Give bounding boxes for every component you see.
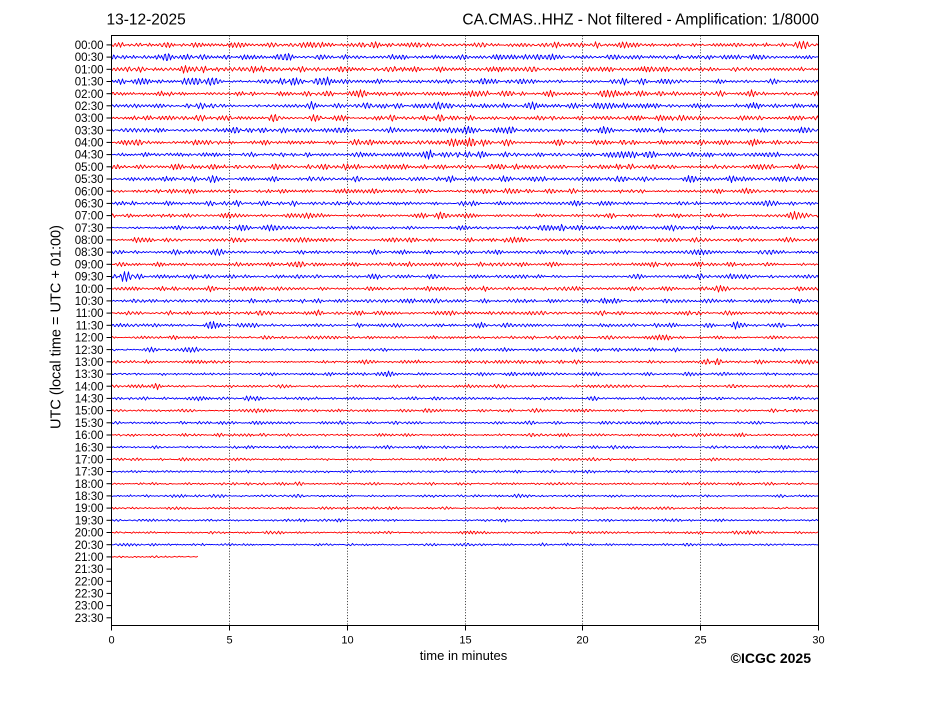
svg-text:11:30: 11:30 bbox=[76, 320, 104, 332]
svg-text:19:00: 19:00 bbox=[75, 503, 104, 515]
svg-text:04:30: 04:30 bbox=[75, 150, 104, 162]
svg-text:©ICGC 2025: ©ICGC 2025 bbox=[731, 650, 812, 666]
svg-text:08:30: 08:30 bbox=[75, 247, 104, 259]
svg-text:23:00: 23:00 bbox=[75, 601, 104, 613]
svg-text:20:30: 20:30 bbox=[75, 540, 104, 552]
svg-text:07:30: 07:30 bbox=[75, 223, 104, 235]
svg-text:11:00: 11:00 bbox=[76, 308, 104, 320]
svg-text:06:30: 06:30 bbox=[75, 199, 104, 211]
svg-text:15: 15 bbox=[459, 634, 471, 646]
svg-text:22:00: 22:00 bbox=[75, 576, 104, 588]
svg-text:0: 0 bbox=[108, 634, 114, 646]
svg-text:16:30: 16:30 bbox=[75, 442, 104, 454]
svg-text:06:00: 06:00 bbox=[75, 186, 104, 198]
svg-text:01:30: 01:30 bbox=[75, 77, 104, 89]
svg-text:15:00: 15:00 bbox=[75, 406, 104, 418]
svg-text:20:00: 20:00 bbox=[75, 528, 104, 540]
svg-text:05:30: 05:30 bbox=[75, 174, 104, 186]
svg-text:17:30: 17:30 bbox=[75, 467, 104, 479]
svg-text:00:00: 00:00 bbox=[75, 40, 104, 52]
svg-text:UTC (local time = UTC + 01:00): UTC (local time = UTC + 01:00) bbox=[49, 225, 65, 429]
svg-text:02:30: 02:30 bbox=[75, 101, 104, 113]
svg-text:10: 10 bbox=[341, 634, 353, 646]
svg-text:30: 30 bbox=[812, 634, 824, 646]
svg-text:22:30: 22:30 bbox=[75, 589, 104, 601]
svg-text:05:00: 05:00 bbox=[75, 162, 104, 174]
svg-text:13:00: 13:00 bbox=[75, 357, 104, 369]
svg-text:02:00: 02:00 bbox=[75, 89, 104, 101]
svg-text:04:00: 04:00 bbox=[75, 138, 104, 150]
svg-text:01:00: 01:00 bbox=[75, 64, 104, 76]
svg-text:00:30: 00:30 bbox=[75, 52, 104, 64]
svg-text:18:30: 18:30 bbox=[75, 491, 104, 503]
svg-text:25: 25 bbox=[694, 634, 706, 646]
svg-text:12:30: 12:30 bbox=[75, 345, 104, 357]
svg-text:14:30: 14:30 bbox=[75, 394, 104, 406]
svg-text:15:30: 15:30 bbox=[75, 418, 104, 430]
svg-text:5: 5 bbox=[226, 634, 232, 646]
svg-text:07:00: 07:00 bbox=[75, 211, 104, 223]
svg-text:19:30: 19:30 bbox=[75, 515, 104, 527]
svg-text:10:00: 10:00 bbox=[75, 284, 104, 296]
svg-text:03:00: 03:00 bbox=[75, 113, 104, 125]
svg-text:03:30: 03:30 bbox=[75, 125, 104, 137]
svg-text:14:00: 14:00 bbox=[75, 381, 104, 393]
svg-text:21:30: 21:30 bbox=[75, 564, 104, 576]
svg-text:09:00: 09:00 bbox=[75, 259, 104, 271]
svg-text:18:00: 18:00 bbox=[75, 479, 104, 491]
svg-text:CA.CMAS..HHZ - Not filtered -: CA.CMAS..HHZ - Not filtered - Amplificat… bbox=[462, 12, 819, 29]
svg-text:13:30: 13:30 bbox=[75, 369, 104, 381]
svg-text:17:00: 17:00 bbox=[75, 455, 104, 467]
svg-text:20: 20 bbox=[576, 634, 588, 646]
svg-text:10:30: 10:30 bbox=[75, 296, 104, 308]
svg-text:09:30: 09:30 bbox=[75, 272, 104, 284]
svg-text:23:30: 23:30 bbox=[75, 613, 104, 625]
svg-text:12:00: 12:00 bbox=[75, 333, 104, 345]
svg-text:08:00: 08:00 bbox=[75, 235, 104, 247]
svg-text:16:00: 16:00 bbox=[75, 430, 104, 442]
svg-text:time in minutes: time in minutes bbox=[420, 648, 508, 663]
svg-text:21:00: 21:00 bbox=[75, 552, 104, 564]
svg-text:13-12-2025: 13-12-2025 bbox=[107, 12, 186, 29]
